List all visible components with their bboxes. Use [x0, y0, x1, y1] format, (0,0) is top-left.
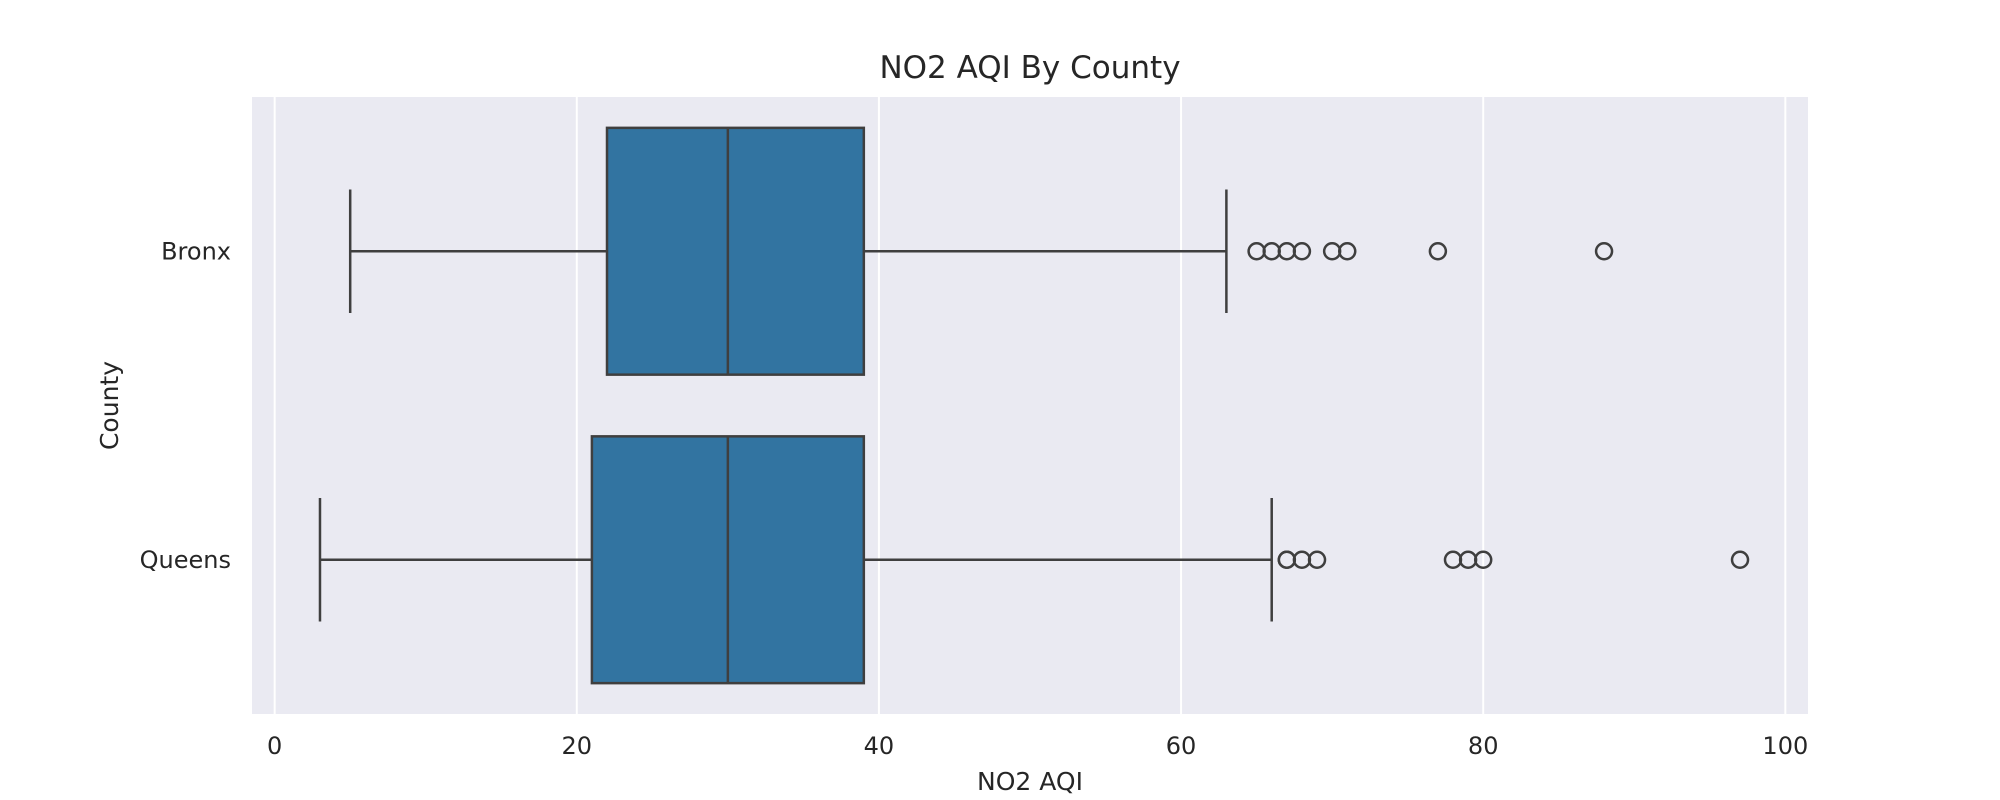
x-tick-label: 100 — [1762, 732, 1808, 760]
y-axis-label: County — [95, 361, 124, 450]
x-tick-label: 80 — [1468, 732, 1499, 760]
x-tick-label: 20 — [562, 732, 593, 760]
outlier-point — [1337, 242, 1357, 261]
box-group-queens — [318, 435, 1750, 685]
iqr-box — [605, 126, 866, 376]
outlier-point — [1730, 550, 1750, 569]
box-series — [318, 126, 1750, 685]
x-tick-label: 0 — [267, 732, 282, 760]
outlier-point — [1473, 550, 1493, 569]
plot-area — [252, 97, 1808, 714]
outlier-point — [1307, 550, 1327, 569]
x-tick-label: 40 — [864, 732, 895, 760]
grid-lines — [273, 97, 1787, 714]
y-tick-label: Bronx — [161, 237, 231, 265]
outlier-point — [1594, 242, 1614, 261]
x-tick-label: 60 — [1166, 732, 1197, 760]
y-tick-label: Queens — [140, 546, 231, 574]
box-group-bronx — [348, 126, 1614, 376]
axis-ticks: 0 20 40 60 80 100 Bronx Queens — [140, 237, 1809, 760]
outlier-point — [1428, 242, 1448, 261]
outlier-point — [1292, 242, 1312, 261]
x-axis-label: NO2 AQI — [977, 767, 1083, 796]
chart-title: NO2 AQI By County — [879, 50, 1180, 86]
